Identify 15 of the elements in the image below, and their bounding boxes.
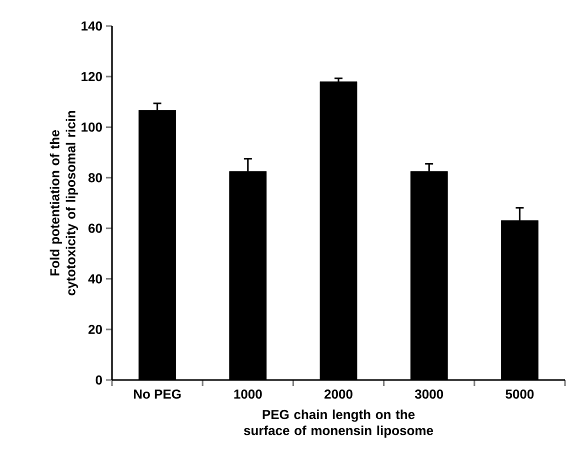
y-tick-label: 60 — [88, 224, 102, 233]
y-tick-label: 100 — [82, 122, 102, 132]
y-tick-label: 80 — [88, 173, 102, 182]
x-tick-label: No PEG — [134, 390, 181, 399]
y-axis-title: Fold potentiation of the cytotoxicity of liposomal ricin — [50, 110, 78, 296]
y-tick-label: 20 — [88, 324, 102, 334]
x-axis-title: PEG chain length on the surface of monensin liposome — [244, 410, 434, 438]
y-tick-label: 40 — [88, 274, 102, 284]
x-tick-label: 5000 — [506, 390, 534, 399]
y-tick-label: 140 — [82, 21, 102, 31]
x-tick-label: 3000 — [414, 390, 444, 399]
y-tick-label: 120 — [82, 72, 102, 82]
x-tick-label: 2000 — [324, 390, 352, 399]
y-tick-label: 0 — [96, 375, 102, 385]
x-tick-label: 1000 — [234, 390, 262, 399]
